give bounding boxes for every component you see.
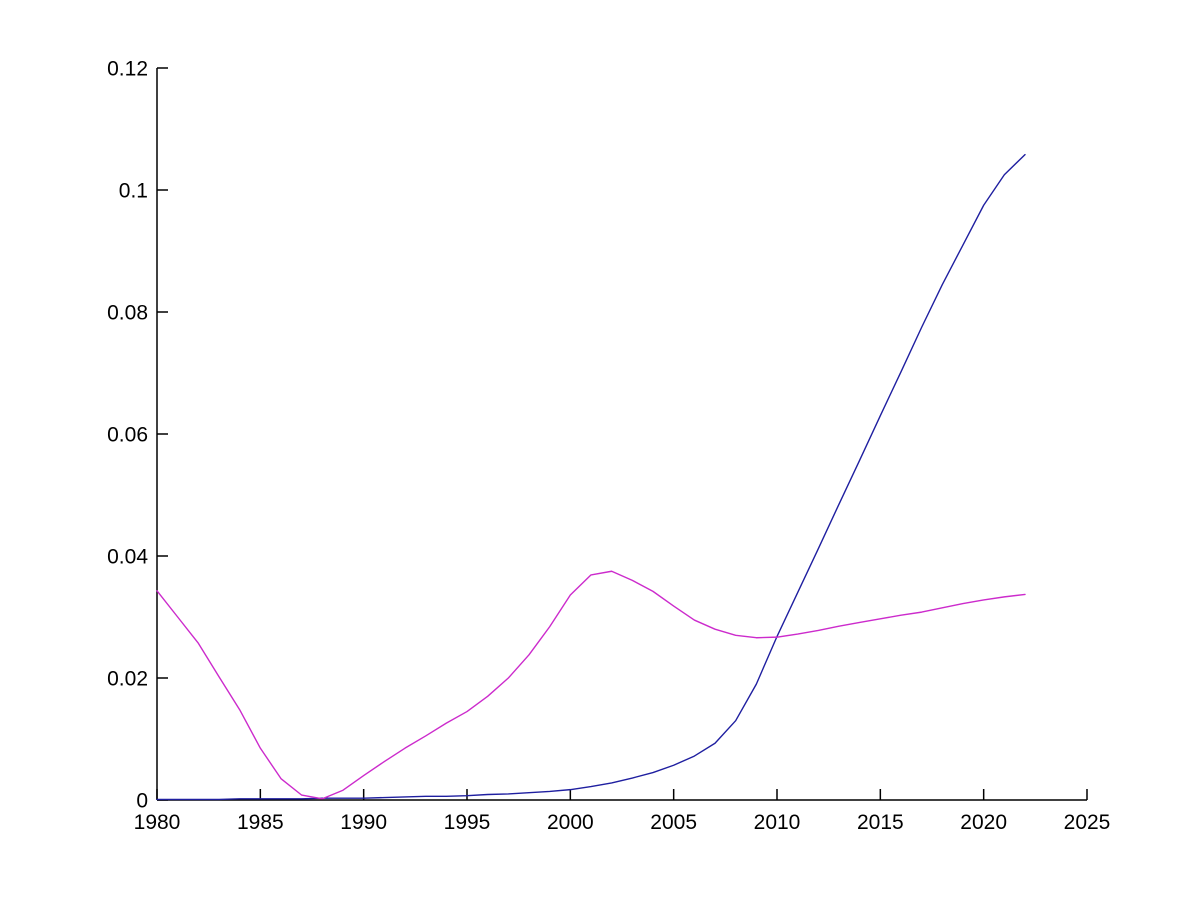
- series_magenta-line: [156, 570, 1026, 800]
- series_blue-line: [156, 153, 1026, 801]
- x-tick-label: 2000: [547, 811, 594, 834]
- y-tick-label: 0.04: [107, 546, 148, 569]
- y-tick-label: 0.02: [107, 668, 148, 691]
- x-tick-label: 2025: [1064, 811, 1111, 834]
- x-tick-label: 1980: [134, 811, 181, 834]
- x-tick-label: 2010: [754, 811, 801, 834]
- y-tick-label: 0.1: [119, 180, 148, 203]
- x-tick-label: 1995: [444, 811, 491, 834]
- x-tick-label: 2020: [960, 811, 1007, 834]
- y-tick-label: 0.12: [107, 58, 148, 81]
- x-tick-label: 1990: [340, 811, 387, 834]
- y-tick-label: 0: [136, 790, 148, 813]
- x-tick-label: 2015: [857, 811, 904, 834]
- y-tick-label: 0.08: [107, 302, 148, 325]
- x-tick-label: 2005: [650, 811, 697, 834]
- x-tick-label: 1985: [237, 811, 284, 834]
- y-tick-label: 0.06: [107, 424, 148, 447]
